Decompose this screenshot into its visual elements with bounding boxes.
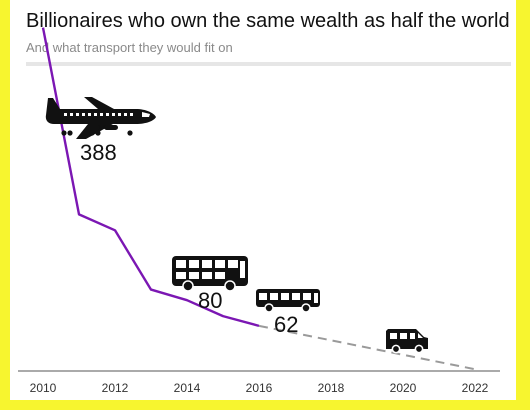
x-tick-label: 2010: [30, 381, 57, 395]
double-decker-bus-icon: [172, 256, 248, 292]
value-label-388: 388: [80, 140, 117, 165]
value-label-62: 62: [274, 312, 298, 337]
chart-card: Billionaires who own the same wealth as …: [10, 0, 516, 400]
x-tick-label: 2022: [462, 381, 489, 395]
airplane-icon: [45, 97, 156, 139]
x-tick-label: 2016: [246, 381, 273, 395]
x-axis-ticks: 2010 2012 2014 2016 2018 2020 2022: [30, 381, 489, 395]
value-label-80: 80: [198, 288, 222, 313]
x-tick-label: 2012: [102, 381, 129, 395]
chart-subtitle: And what transport they would fit on: [26, 40, 233, 55]
billionaires-line: [41, 27, 260, 328]
x-tick-label: 2020: [390, 381, 417, 395]
x-tick-label: 2018: [318, 381, 345, 395]
title-divider: [26, 62, 511, 66]
chart-title: Billionaires who own the same wealth as …: [26, 10, 510, 32]
bus-icon: [256, 289, 320, 313]
van-icon: [386, 329, 428, 354]
series-lines: [41, 27, 476, 371]
x-tick-label: 2014: [174, 381, 201, 395]
projection-line: [258, 324, 476, 371]
